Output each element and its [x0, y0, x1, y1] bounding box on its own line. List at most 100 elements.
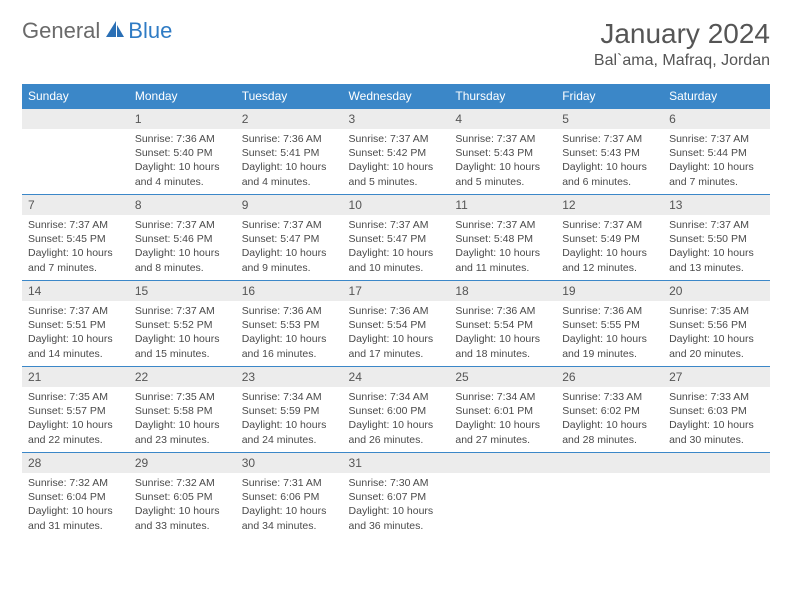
sunset-text: Sunset: 5:42 PM: [349, 146, 444, 160]
daylight-text: Daylight: 10 hours and 4 minutes.: [135, 160, 230, 188]
sunrise-text: Sunrise: 7:37 AM: [135, 304, 230, 318]
day-number: 17: [343, 281, 450, 301]
daylight-text: Daylight: 10 hours and 31 minutes.: [28, 504, 123, 532]
daylight-text: Daylight: 10 hours and 27 minutes.: [455, 418, 550, 446]
day-number: 22: [129, 367, 236, 387]
weekday-header: Monday: [129, 84, 236, 109]
sunrise-text: Sunrise: 7:32 AM: [28, 476, 123, 490]
sunrise-text: Sunrise: 7:37 AM: [455, 132, 550, 146]
sunset-text: Sunset: 5:44 PM: [669, 146, 764, 160]
day-number: 3: [343, 109, 450, 129]
day-info: Sunrise: 7:37 AMSunset: 5:46 PMDaylight:…: [129, 215, 236, 279]
day-info: Sunrise: 7:35 AMSunset: 5:57 PMDaylight:…: [22, 387, 129, 451]
sunset-text: Sunset: 6:06 PM: [242, 490, 337, 504]
calendar-week-row: 21Sunrise: 7:35 AMSunset: 5:57 PMDayligh…: [22, 367, 770, 453]
sunrise-text: Sunrise: 7:37 AM: [562, 218, 657, 232]
day-info: Sunrise: 7:37 AMSunset: 5:45 PMDaylight:…: [22, 215, 129, 279]
title-block: January 2024 Bal`ama, Mafraq, Jordan: [594, 18, 770, 70]
daylight-text: Daylight: 10 hours and 19 minutes.: [562, 332, 657, 360]
calendar-day-cell: 12Sunrise: 7:37 AMSunset: 5:49 PMDayligh…: [556, 195, 663, 281]
sunset-text: Sunset: 5:46 PM: [135, 232, 230, 246]
calendar-day-cell: 4Sunrise: 7:37 AMSunset: 5:43 PMDaylight…: [449, 109, 556, 195]
day-info: Sunrise: 7:37 AMSunset: 5:47 PMDaylight:…: [236, 215, 343, 279]
sunset-text: Sunset: 6:00 PM: [349, 404, 444, 418]
sunrise-text: Sunrise: 7:37 AM: [562, 132, 657, 146]
day-info: Sunrise: 7:36 AMSunset: 5:53 PMDaylight:…: [236, 301, 343, 365]
day-number: 29: [129, 453, 236, 473]
day-info: Sunrise: 7:30 AMSunset: 6:07 PMDaylight:…: [343, 473, 450, 537]
calendar-day-cell: 5Sunrise: 7:37 AMSunset: 5:43 PMDaylight…: [556, 109, 663, 195]
sunset-text: Sunset: 5:50 PM: [669, 232, 764, 246]
sunrise-text: Sunrise: 7:37 AM: [28, 218, 123, 232]
calendar-day-cell: 31Sunrise: 7:30 AMSunset: 6:07 PMDayligh…: [343, 453, 450, 539]
day-number: 11: [449, 195, 556, 215]
sunset-text: Sunset: 5:53 PM: [242, 318, 337, 332]
day-info: Sunrise: 7:35 AMSunset: 5:58 PMDaylight:…: [129, 387, 236, 451]
day-number: 25: [449, 367, 556, 387]
sunset-text: Sunset: 5:48 PM: [455, 232, 550, 246]
daylight-text: Daylight: 10 hours and 4 minutes.: [242, 160, 337, 188]
sunrise-text: Sunrise: 7:30 AM: [349, 476, 444, 490]
calendar-day-cell: 24Sunrise: 7:34 AMSunset: 6:00 PMDayligh…: [343, 367, 450, 453]
daylight-text: Daylight: 10 hours and 16 minutes.: [242, 332, 337, 360]
weekday-header: Tuesday: [236, 84, 343, 109]
calendar-day-cell: 15Sunrise: 7:37 AMSunset: 5:52 PMDayligh…: [129, 281, 236, 367]
day-number: 14: [22, 281, 129, 301]
sunset-text: Sunset: 6:04 PM: [28, 490, 123, 504]
calendar-week-row: 1Sunrise: 7:36 AMSunset: 5:40 PMDaylight…: [22, 109, 770, 195]
sunrise-text: Sunrise: 7:36 AM: [135, 132, 230, 146]
sunset-text: Sunset: 6:01 PM: [455, 404, 550, 418]
sunset-text: Sunset: 5:49 PM: [562, 232, 657, 246]
calendar-day-cell: 1Sunrise: 7:36 AMSunset: 5:40 PMDaylight…: [129, 109, 236, 195]
day-number: 13: [663, 195, 770, 215]
sunset-text: Sunset: 6:05 PM: [135, 490, 230, 504]
day-info: Sunrise: 7:34 AMSunset: 6:01 PMDaylight:…: [449, 387, 556, 451]
day-number: 26: [556, 367, 663, 387]
sunset-text: Sunset: 6:07 PM: [349, 490, 444, 504]
sunrise-text: Sunrise: 7:37 AM: [135, 218, 230, 232]
calendar-table: Sunday Monday Tuesday Wednesday Thursday…: [22, 84, 770, 539]
sunrise-text: Sunrise: 7:36 AM: [349, 304, 444, 318]
calendar-day-cell: 22Sunrise: 7:35 AMSunset: 5:58 PMDayligh…: [129, 367, 236, 453]
day-number: 5: [556, 109, 663, 129]
sunset-text: Sunset: 5:57 PM: [28, 404, 123, 418]
daylight-text: Daylight: 10 hours and 14 minutes.: [28, 332, 123, 360]
sunset-text: Sunset: 5:52 PM: [135, 318, 230, 332]
daylight-text: Daylight: 10 hours and 7 minutes.: [28, 246, 123, 274]
sunset-text: Sunset: 5:54 PM: [349, 318, 444, 332]
calendar-day-cell: [449, 453, 556, 539]
day-number: 18: [449, 281, 556, 301]
calendar-day-cell: 23Sunrise: 7:34 AMSunset: 5:59 PMDayligh…: [236, 367, 343, 453]
daylight-text: Daylight: 10 hours and 33 minutes.: [135, 504, 230, 532]
calendar-day-cell: 2Sunrise: 7:36 AMSunset: 5:41 PMDaylight…: [236, 109, 343, 195]
brand-general: General: [22, 18, 100, 44]
daylight-text: Daylight: 10 hours and 7 minutes.: [669, 160, 764, 188]
calendar-day-cell: 18Sunrise: 7:36 AMSunset: 5:54 PMDayligh…: [449, 281, 556, 367]
sunset-text: Sunset: 5:40 PM: [135, 146, 230, 160]
day-number: 30: [236, 453, 343, 473]
day-number: 10: [343, 195, 450, 215]
weekday-header: Saturday: [663, 84, 770, 109]
daylight-text: Daylight: 10 hours and 15 minutes.: [135, 332, 230, 360]
weekday-header: Friday: [556, 84, 663, 109]
daylight-text: Daylight: 10 hours and 12 minutes.: [562, 246, 657, 274]
calendar-week-row: 14Sunrise: 7:37 AMSunset: 5:51 PMDayligh…: [22, 281, 770, 367]
day-info: Sunrise: 7:34 AMSunset: 5:59 PMDaylight:…: [236, 387, 343, 451]
daylight-text: Daylight: 10 hours and 5 minutes.: [349, 160, 444, 188]
weekday-header: Wednesday: [343, 84, 450, 109]
sunrise-text: Sunrise: 7:36 AM: [242, 304, 337, 318]
calendar-week-row: 7Sunrise: 7:37 AMSunset: 5:45 PMDaylight…: [22, 195, 770, 281]
sunset-text: Sunset: 6:02 PM: [562, 404, 657, 418]
sunrise-text: Sunrise: 7:36 AM: [455, 304, 550, 318]
sunrise-text: Sunrise: 7:34 AM: [349, 390, 444, 404]
calendar-day-cell: 10Sunrise: 7:37 AMSunset: 5:47 PMDayligh…: [343, 195, 450, 281]
sunset-text: Sunset: 5:45 PM: [28, 232, 123, 246]
daylight-text: Daylight: 10 hours and 22 minutes.: [28, 418, 123, 446]
day-number: 8: [129, 195, 236, 215]
daylight-text: Daylight: 10 hours and 34 minutes.: [242, 504, 337, 532]
calendar-day-cell: 7Sunrise: 7:37 AMSunset: 5:45 PMDaylight…: [22, 195, 129, 281]
calendar-day-cell: 27Sunrise: 7:33 AMSunset: 6:03 PMDayligh…: [663, 367, 770, 453]
sunset-text: Sunset: 5:47 PM: [242, 232, 337, 246]
day-info: Sunrise: 7:37 AMSunset: 5:47 PMDaylight:…: [343, 215, 450, 279]
calendar-day-cell: 13Sunrise: 7:37 AMSunset: 5:50 PMDayligh…: [663, 195, 770, 281]
